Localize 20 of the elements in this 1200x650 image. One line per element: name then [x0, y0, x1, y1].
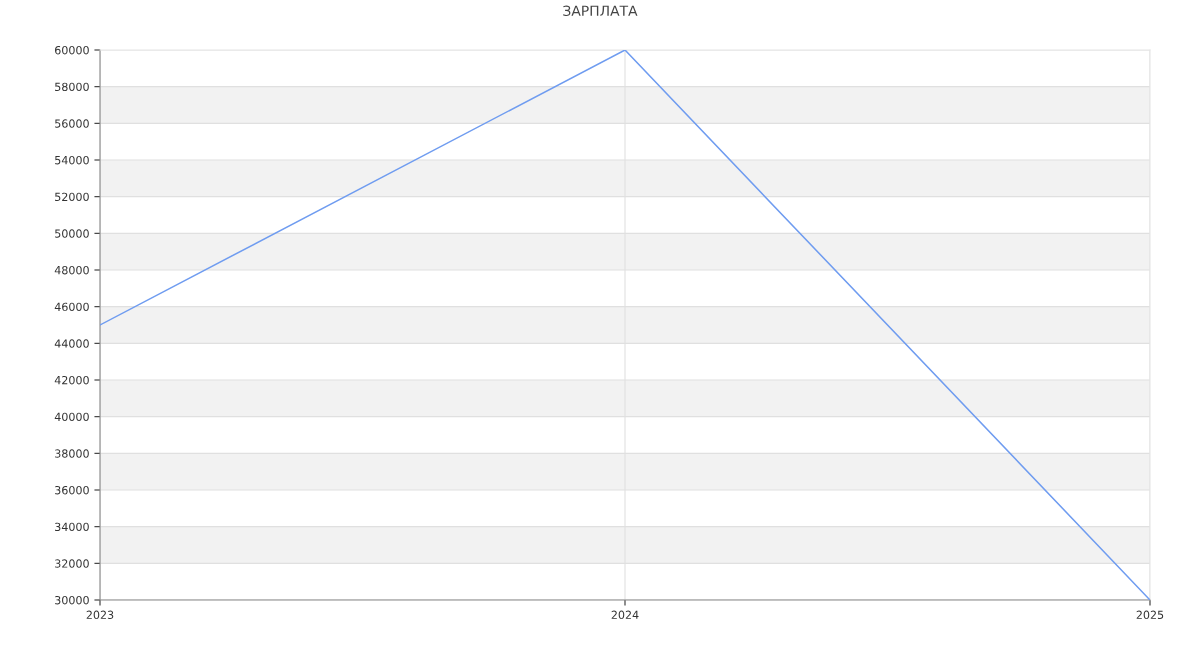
x-tick-label: 2023 — [86, 610, 114, 620]
x-tick-label: 2024 — [611, 610, 639, 620]
y-tick-label: 44000 — [54, 339, 89, 348]
y-tick-label: 46000 — [54, 302, 89, 312]
y-tick-label: 48000 — [54, 265, 89, 275]
y-tick-label: 58000 — [55, 82, 89, 92]
y-tick-label: 38000 — [55, 449, 89, 458]
y-tick-label: 52000 — [55, 192, 89, 202]
y-tick-label: 32000 — [55, 559, 89, 568]
y-tick-label: 54000 — [55, 155, 89, 165]
y-tick-label: 60000 — [55, 45, 89, 55]
y-tick-label: 36000 — [55, 485, 89, 495]
y-tick-label: 56000 — [55, 119, 89, 128]
x-tick-label: 2025 — [1136, 610, 1164, 620]
y-tick-label: 42000 — [54, 375, 89, 385]
y-tick-label: 30000 — [55, 595, 89, 605]
y-tick-label: 40000 — [54, 412, 89, 422]
y-tick-label: 34000 — [55, 522, 89, 532]
chart-title: ЗАРПЛАТА — [563, 5, 638, 17]
y-tick-label: 50000 — [55, 229, 89, 238]
